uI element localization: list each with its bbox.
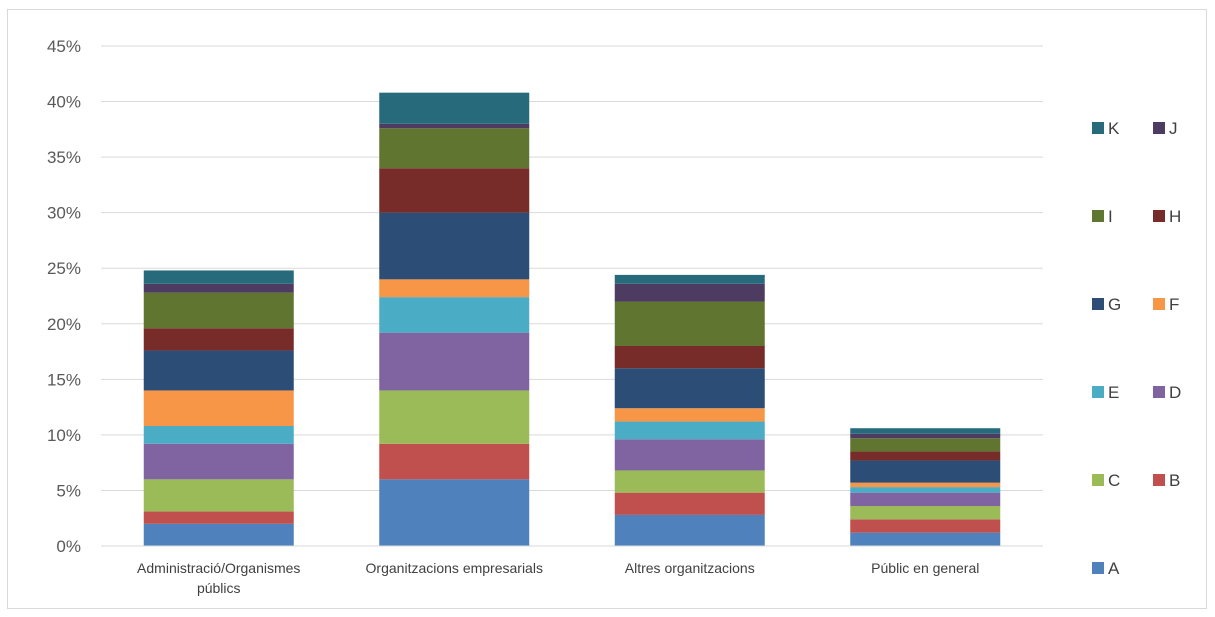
bar-segment-i bbox=[614, 301, 765, 346]
bar-segment-j bbox=[379, 123, 530, 129]
legend-swatch-a bbox=[1092, 562, 1104, 574]
x-axis: Administració/Organismes públics Organitza… bbox=[101, 545, 1043, 596]
bar-segment-k bbox=[850, 428, 1001, 434]
legend-swatch-k bbox=[1092, 122, 1104, 134]
bar-segment-i bbox=[379, 128, 530, 169]
chart-frame: 0% 5% 10% 15% 20% 25% 30% 35% 40% 45% Administrac… bbox=[7, 9, 1207, 609]
bar-segment-h bbox=[143, 328, 294, 351]
bar-segment-a bbox=[143, 523, 294, 546]
stacked-bar-chart: 0% 5% 10% 15% 20% 25% 30% 35% 40% 45% Administrac… bbox=[47, 37, 1181, 596]
y-tick-label: 30% bbox=[47, 204, 81, 223]
bar-segment-j bbox=[614, 283, 765, 302]
bar-segment-c bbox=[379, 390, 530, 444]
bar-segment-j bbox=[143, 283, 294, 293]
bar-segment-d bbox=[379, 332, 530, 391]
bar-segment-i bbox=[850, 438, 1001, 452]
y-tick-label: 20% bbox=[47, 315, 81, 334]
y-tick-label: 15% bbox=[47, 370, 81, 389]
legend-label-d: D bbox=[1169, 383, 1181, 402]
y-tick-label: 10% bbox=[47, 426, 81, 445]
legend-swatch-c bbox=[1092, 474, 1104, 486]
legend-swatch-f bbox=[1153, 298, 1165, 310]
bar-segment-k bbox=[614, 274, 765, 284]
bar-segment-g bbox=[143, 350, 294, 391]
bar-segment-g bbox=[379, 212, 530, 280]
bar-segment-a bbox=[379, 479, 530, 546]
legend: K J I H G F E D C B A bbox=[1092, 119, 1181, 578]
category-label: Altres organitzacions bbox=[625, 560, 755, 576]
legend-label-c: C bbox=[1108, 471, 1120, 490]
bar-segment-k bbox=[379, 92, 530, 124]
category-label: Públic en general bbox=[871, 560, 979, 576]
legend-swatch-j bbox=[1153, 122, 1165, 134]
legend-swatch-g bbox=[1092, 298, 1104, 310]
bar-segment-d bbox=[143, 443, 294, 480]
bar-segment-j bbox=[850, 433, 1001, 439]
legend-label-f: F bbox=[1169, 295, 1179, 314]
legend-label-b: B bbox=[1169, 471, 1180, 490]
legend-label-e: E bbox=[1108, 383, 1119, 402]
bar-segment-f bbox=[143, 390, 294, 426]
bar-segment-e bbox=[614, 421, 765, 440]
bar-segment-f bbox=[614, 408, 765, 422]
y-tick-label: 40% bbox=[47, 93, 81, 112]
y-tick-label: 25% bbox=[47, 259, 81, 278]
category-label: públics bbox=[197, 580, 241, 596]
y-tick-label: 35% bbox=[47, 148, 81, 167]
y-axis: 0% 5% 10% 15% 20% 25% 30% 35% 40% 45% bbox=[47, 37, 81, 556]
category-label: Organitzacions empresarials bbox=[366, 560, 543, 576]
bar-segment-e bbox=[379, 297, 530, 333]
category-label: Administració/Organismes bbox=[137, 560, 300, 576]
legend-label-g: G bbox=[1108, 295, 1121, 314]
bar-segment-c bbox=[614, 470, 765, 493]
legend-swatch-b bbox=[1153, 474, 1165, 486]
bar-segment-h bbox=[379, 168, 530, 213]
bar-segment-b bbox=[379, 443, 530, 480]
bar-segment-b bbox=[143, 511, 294, 524]
bar-segment-e bbox=[143, 426, 294, 444]
legend-swatch-e bbox=[1092, 386, 1104, 398]
bar-segment-b bbox=[614, 492, 765, 515]
bar-segment-h bbox=[614, 346, 765, 369]
bar-segment-h bbox=[850, 451, 1001, 461]
bar-segment-f bbox=[850, 482, 1001, 488]
bar-segment-c bbox=[850, 506, 1001, 520]
bars bbox=[143, 92, 1001, 546]
bar-segment-i bbox=[143, 292, 294, 329]
bar-segment-g bbox=[850, 460, 1001, 483]
bar-segment-d bbox=[614, 439, 765, 471]
bar-segment-c bbox=[143, 479, 294, 512]
bar-segment-f bbox=[379, 279, 530, 298]
y-tick-label: 0% bbox=[56, 537, 81, 556]
legend-swatch-h bbox=[1153, 210, 1165, 222]
legend-label-j: J bbox=[1169, 119, 1178, 138]
legend-label-a: A bbox=[1108, 559, 1120, 578]
bar-segment-d bbox=[850, 492, 1001, 506]
bar-segment-a bbox=[850, 532, 1001, 546]
legend-swatch-d bbox=[1153, 386, 1165, 398]
y-tick-label: 5% bbox=[56, 481, 81, 500]
bar-segment-k bbox=[143, 270, 294, 284]
bar-segment-g bbox=[614, 368, 765, 409]
y-tick-label: 45% bbox=[47, 37, 81, 56]
legend-label-k: K bbox=[1108, 119, 1120, 138]
legend-swatch-i bbox=[1092, 210, 1104, 222]
bar-segment-a bbox=[614, 514, 765, 546]
bar-segment-e bbox=[850, 487, 1001, 493]
bar-segment-b bbox=[850, 519, 1001, 533]
legend-label-h: H bbox=[1169, 207, 1181, 226]
legend-label-i: I bbox=[1108, 207, 1113, 226]
